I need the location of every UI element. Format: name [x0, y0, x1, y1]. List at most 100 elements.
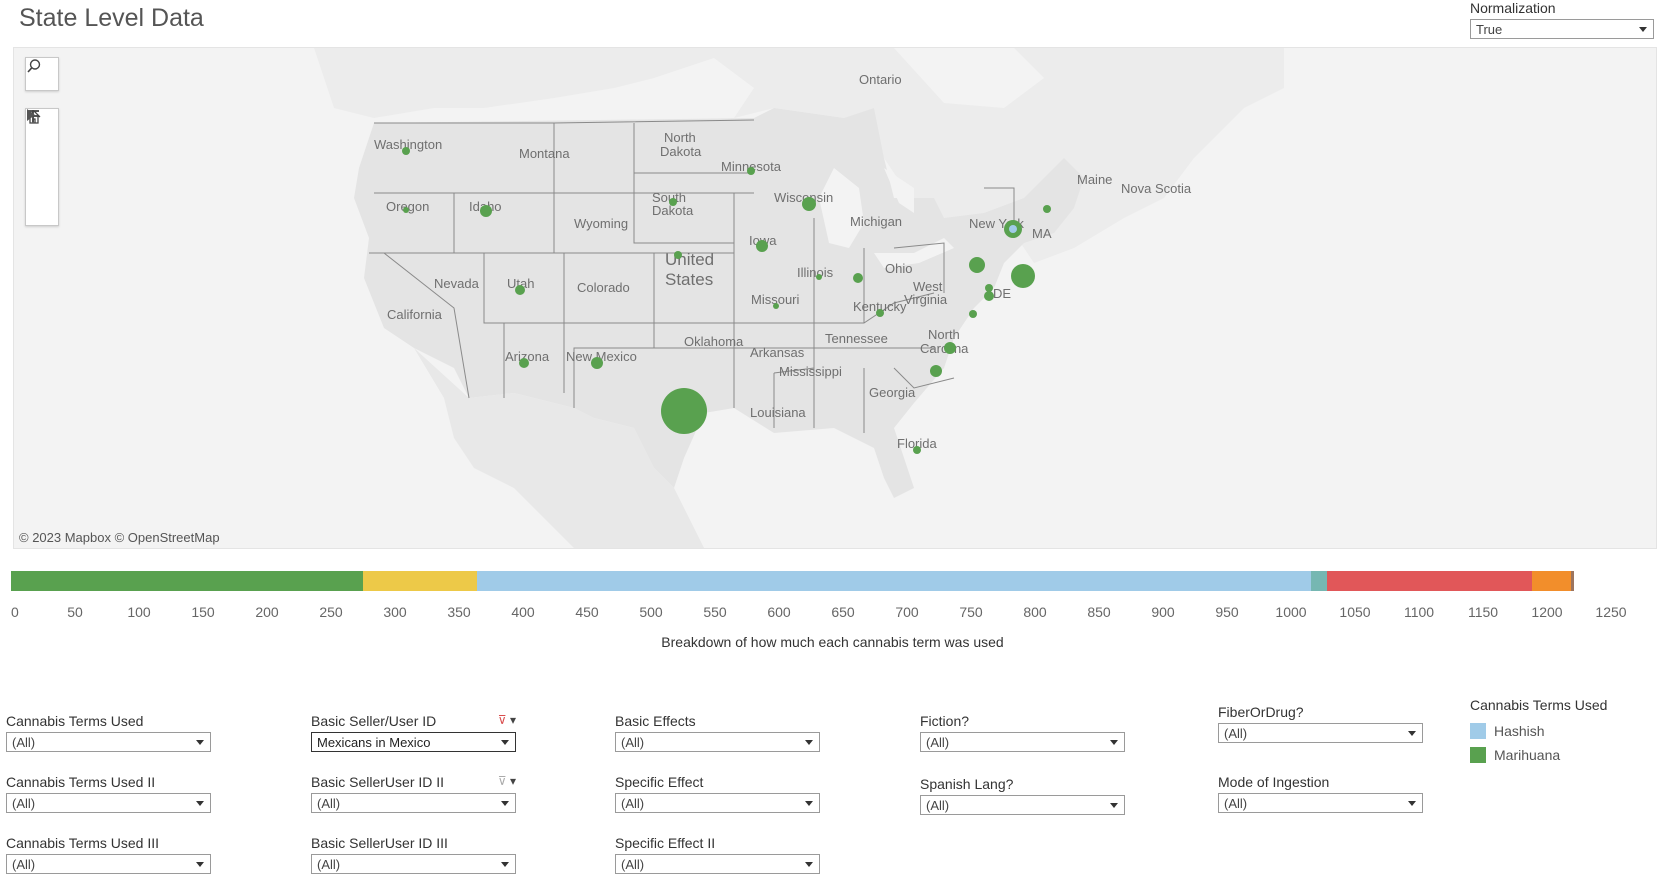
legend-item-marihuana[interactable]: Marihuana: [1470, 743, 1660, 767]
axis-tick-label: 800: [1023, 604, 1047, 620]
axis-tick-label: 900: [1151, 604, 1175, 620]
filter-label: Mode of Ingestion: [1218, 774, 1330, 790]
filter-value: (All): [926, 735, 950, 750]
filter-dropdown[interactable]: (All): [6, 854, 211, 874]
filter-cannabis-terms-ii: Cannabis Terms Used II (All): [6, 774, 211, 813]
breakdown-segment[interactable]: [11, 571, 363, 591]
map-label: Ontario: [859, 72, 902, 87]
filter-cannabis-terms: Cannabis Terms Used (All): [6, 713, 211, 752]
filter-dropdown[interactable]: (All): [920, 732, 1125, 752]
dropdown-menu-icon[interactable]: ▾: [509, 713, 516, 727]
map-view[interactable]: Ontario Washington Montana North Dakota …: [13, 47, 1657, 549]
dropdown-menu-icon[interactable]: ▾: [509, 774, 516, 788]
state-marker: [969, 257, 985, 273]
filter-basic-effects: Basic Effects (All): [615, 713, 820, 752]
state-marker: [669, 198, 677, 206]
filter-dropdown[interactable]: (All): [6, 793, 211, 813]
state-marker: [403, 207, 409, 213]
map-label: Washington: [374, 137, 442, 152]
filter-dropdown[interactable]: (All): [615, 793, 820, 813]
home-icon[interactable]: [26, 110, 58, 193]
map-label: States: [665, 270, 713, 289]
chevron-down-icon: [805, 740, 813, 745]
search-icon[interactable]: [26, 58, 58, 90]
axis-tick-label: 600: [767, 604, 791, 620]
chevron-down-icon: [196, 740, 204, 745]
map-label: Maine: [1077, 172, 1112, 187]
chevron-down-icon: [501, 862, 509, 867]
axis-tick-label: 350: [447, 604, 471, 620]
map-label: Wisconsin: [774, 190, 833, 205]
filter-dropdown[interactable]: (All): [615, 732, 820, 752]
filter-value: (All): [12, 796, 36, 811]
filter-dropdown[interactable]: (All): [920, 795, 1125, 815]
breakdown-segment[interactable]: [1326, 571, 1532, 591]
axis-tick-label: 850: [1087, 604, 1111, 620]
chevron-down-icon: [1110, 740, 1118, 745]
map-label: Dakota: [660, 144, 702, 159]
axis-tick-label: 400: [511, 604, 535, 620]
us-landmass: [354, 108, 1084, 498]
axis-tick-label: 50: [67, 604, 83, 620]
chevron-down-icon: [1639, 27, 1647, 32]
filter-value: (All): [621, 796, 645, 811]
axis-tick-label: 250: [319, 604, 343, 620]
breakdown-segment[interactable]: [363, 571, 477, 591]
state-marker: [747, 167, 755, 175]
filter-options-icons[interactable]: ⊽ ▾: [498, 713, 516, 727]
chevron-down-icon: [196, 862, 204, 867]
filter-label: Cannabis Terms Used II: [6, 774, 156, 790]
filter-dropdown[interactable]: (All): [615, 854, 820, 874]
breakdown-bar: [11, 571, 1656, 593]
filter-dropdown[interactable]: (All): [1218, 723, 1423, 743]
axis-tick-label: 1250: [1595, 604, 1627, 620]
map-attribution: © 2023 Mapbox © OpenStreetMap: [19, 530, 220, 545]
state-marker: [816, 274, 822, 280]
axis-tick-label: 950: [1215, 604, 1239, 620]
clear-filter-icon[interactable]: ⊽: [497, 713, 507, 727]
filter-value: (All): [12, 735, 36, 750]
state-marker: [802, 197, 816, 211]
filter-value: (All): [621, 735, 645, 750]
breakdown-segment[interactable]: [1311, 571, 1327, 591]
minus-icon[interactable]: [26, 110, 58, 161]
axis-tick-label: 550: [703, 604, 727, 620]
filter-label: Specific Effect II: [615, 835, 716, 851]
map-label: Arkansas: [750, 345, 805, 360]
filter-value: Mexicans in Mexico: [317, 735, 431, 750]
axis-tick-label: 500: [639, 604, 663, 620]
state-marker: [984, 291, 994, 301]
map-label: Illinois: [797, 265, 834, 280]
breakdown-segment[interactable]: [476, 571, 1312, 591]
filter-dropdown[interactable]: (All): [311, 854, 516, 874]
breakdown-segment[interactable]: [1531, 571, 1572, 591]
map-label: MA: [1032, 226, 1052, 241]
filter-dropdown[interactable]: (All): [311, 793, 516, 813]
breakdown-segment[interactable]: [1571, 571, 1574, 591]
filter-icon[interactable]: ⊽: [497, 774, 507, 788]
filter-specific-effect-ii: Specific Effect II (All): [615, 835, 820, 874]
state-marker: [1011, 264, 1035, 288]
map-label: Dakota: [652, 203, 694, 218]
map-label: Virginia: [904, 292, 948, 307]
play-icon[interactable]: [26, 109, 58, 225]
map-label: West: [913, 279, 943, 294]
state-marker: [853, 273, 863, 283]
filter-options-icons[interactable]: ⊽ ▾: [498, 774, 516, 788]
axis-tick-label: 1200: [1531, 604, 1563, 620]
state-marker: [876, 309, 884, 317]
filter-dropdown[interactable]: Mexicans in Mexico: [311, 732, 516, 752]
map-label: Georgia: [869, 385, 916, 400]
chevron-down-icon: [501, 740, 509, 745]
map-label: California: [387, 307, 443, 322]
map-label: Nova Scotia: [1121, 181, 1192, 196]
axis-tick-label: 300: [383, 604, 407, 620]
filter-dropdown[interactable]: (All): [1218, 793, 1423, 813]
filter-dropdown[interactable]: (All): [6, 732, 211, 752]
legend-item-hashish[interactable]: Hashish: [1470, 719, 1660, 743]
normalization-dropdown[interactable]: True: [1470, 19, 1654, 39]
state-marker: [913, 446, 921, 454]
chevron-down-icon: [501, 801, 509, 806]
map-label: Utah: [507, 276, 534, 291]
filter-label-text: Basic Seller/User ID: [311, 713, 437, 729]
